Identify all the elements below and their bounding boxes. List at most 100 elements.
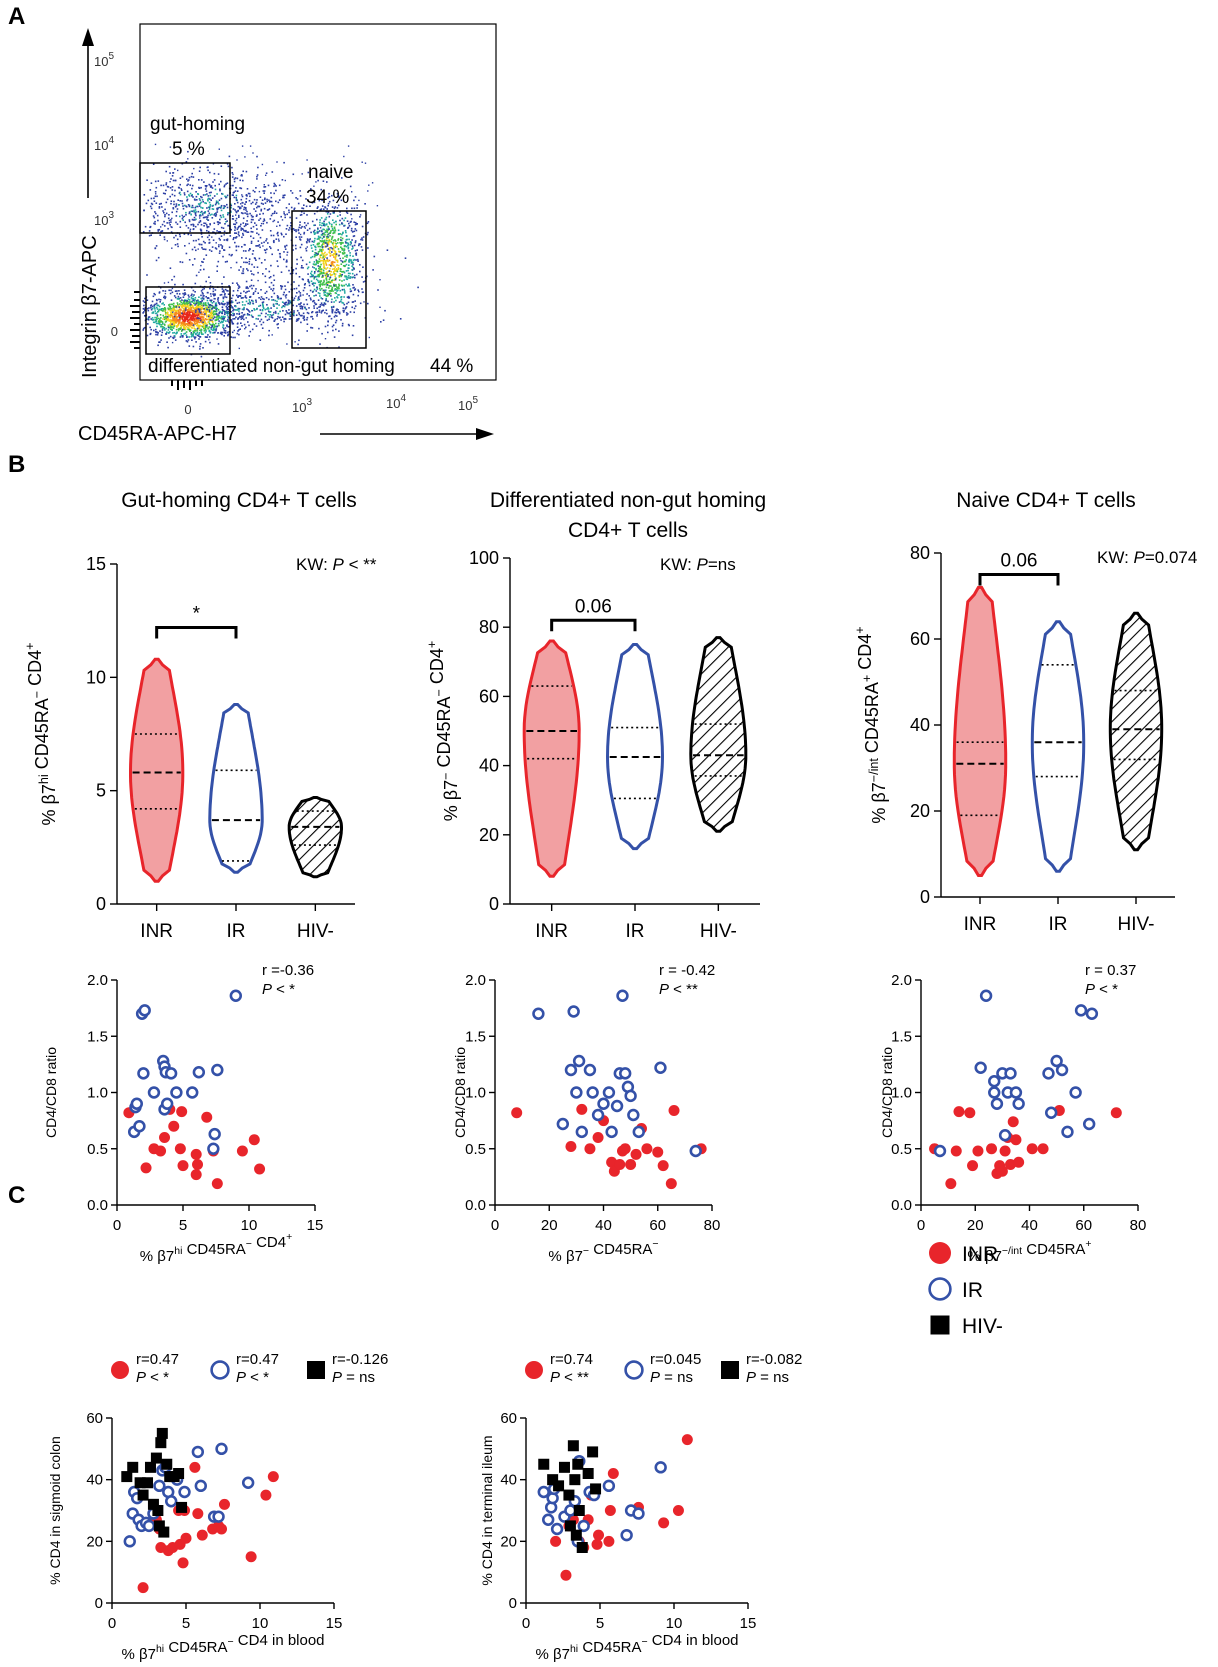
point-ir (988, 1075, 1001, 1088)
point-ir (572, 1054, 586, 1068)
violin-inr (129, 657, 185, 883)
flow-y-minor-ticks (130, 291, 140, 349)
x-tick-label: 10 (241, 1217, 258, 1234)
point-inr (1037, 1143, 1049, 1155)
x-tick-label: 0 (491, 1217, 499, 1234)
x-tick-label: 5 (596, 1615, 604, 1632)
point-ir (1055, 1063, 1069, 1077)
point-hivneg (137, 1489, 149, 1501)
point-inr (511, 1107, 523, 1119)
point-ir (241, 1476, 255, 1489)
flow-y-tick: 0 (111, 324, 118, 339)
significance-bracket (550, 618, 637, 632)
y-tick-label: 0 (95, 1595, 103, 1612)
x-tick-label: 10 (252, 1615, 269, 1632)
legend-p-value: P = ns (746, 1369, 789, 1386)
legend-marker-inr (929, 1242, 951, 1264)
point-ir (632, 1507, 645, 1520)
flow-x-tick: 105 (458, 395, 478, 413)
legend-r-value: r=0.47 (236, 1351, 279, 1368)
point-ir (192, 1066, 206, 1079)
y-tick-label: 60 (479, 686, 499, 706)
point-inr (953, 1106, 965, 1118)
y-tick-label: 20 (500, 1533, 517, 1550)
point-inr (630, 1148, 642, 1160)
point-ir (602, 1086, 616, 1099)
flow-x-tick: 103 (292, 397, 312, 415)
point-ir (1074, 1004, 1088, 1017)
point-inr (155, 1145, 167, 1157)
point-inr (657, 1160, 669, 1172)
point-ir (591, 1108, 605, 1122)
point-inr (625, 1159, 637, 1170)
point-ir (627, 1108, 640, 1122)
point-ir (624, 1089, 637, 1103)
point-ir (1044, 1106, 1058, 1119)
point-ir (570, 1086, 583, 1099)
point-inr (177, 1160, 189, 1172)
point-ir (618, 1067, 632, 1080)
point-ir (616, 989, 629, 1002)
point-ir (605, 1125, 618, 1139)
y-axis-label: CD4/CD8 ratio (452, 1047, 468, 1138)
y-axis-label: % CD4 in terminal ileum (479, 1435, 495, 1585)
point-ir (586, 1086, 599, 1099)
flow-cytometry-plot: gut-homing 5 % naive 34 % differentiated… (78, 23, 497, 445)
point-ir (541, 1513, 555, 1526)
scatter-chart-sigmoid-colon: 0 20 40 60 0 5 10 15% β7hi CD45RA− CD4 in blood… (47, 1351, 388, 1663)
x-tick-label: 5 (182, 1615, 190, 1632)
point-inr (236, 1145, 248, 1157)
gate-label-gut-homing: gut-homing (150, 114, 245, 135)
point-inr (254, 1163, 266, 1175)
x-tick-label: 60 (649, 1217, 666, 1234)
gate-label-differentiated: differentiated non-gut homing (148, 356, 395, 377)
flow-y-ticks: 0 103 104 105 (94, 51, 118, 339)
point-hivneg (587, 1446, 599, 1458)
legend-marker-ir (928, 1277, 952, 1301)
y-tick-label: 0 (509, 1595, 517, 1612)
point-ir (1042, 1067, 1055, 1080)
flow-y-tick: 105 (94, 51, 114, 69)
x-tick-label: 80 (1130, 1217, 1147, 1234)
point-hivneg (153, 1520, 165, 1532)
point-inr (550, 1535, 562, 1547)
y-tick-label: 1.5 (87, 1028, 108, 1045)
point-inr (591, 1538, 603, 1550)
legend-p-value: P < * (236, 1369, 269, 1386)
x-axis-label: % β7− CD45RA− (548, 1238, 658, 1265)
x-tick-label: 0 (522, 1615, 530, 1632)
y-axis-label: % β7hi CD45RA− CD4+ (23, 643, 59, 826)
point-inr (972, 1145, 984, 1157)
kw-stat: KW: P < ** (296, 555, 377, 574)
point-inr (174, 1143, 186, 1155)
y-tick-label: 2.0 (465, 972, 486, 989)
point-ir (137, 1067, 150, 1080)
point-inr (168, 1120, 180, 1132)
point-inr (996, 1165, 1008, 1177)
point-inr (267, 1471, 279, 1483)
point-ir (194, 1479, 208, 1493)
point-inr (177, 1557, 189, 1569)
point-ir (186, 1086, 199, 1099)
legend-marker-inr (111, 1361, 129, 1379)
legend-label: HIV- (962, 1315, 1003, 1338)
correlation-r: r =-0.36 (262, 962, 314, 979)
point-hivneg (538, 1458, 550, 1470)
point-ir (583, 1063, 597, 1077)
flow-x-tick: 104 (386, 393, 406, 411)
scatter-chart-terminal-ileum: 0 20 40 60 0 5 10 15% β7hi CD45RA− CD4 in blood… (479, 1351, 802, 1663)
point-inr (196, 1529, 208, 1541)
violin-hivneg (287, 796, 343, 879)
x-category-label: INR (535, 921, 568, 942)
legend-marker-hivneg (307, 1361, 325, 1379)
point-inr (950, 1145, 962, 1157)
point-inr (668, 1105, 680, 1116)
y-tick-label: 0.0 (891, 1197, 912, 1214)
legend-r-value: r=0.74 (550, 1351, 593, 1368)
point-hivneg (176, 1501, 188, 1513)
point-ir (215, 1442, 228, 1456)
x-category-label: HIV- (1118, 914, 1155, 935)
violin-title: Naive CD4+ T cells (956, 489, 1136, 512)
x-tick-label: 15 (740, 1615, 757, 1632)
point-hivneg (582, 1468, 594, 1479)
